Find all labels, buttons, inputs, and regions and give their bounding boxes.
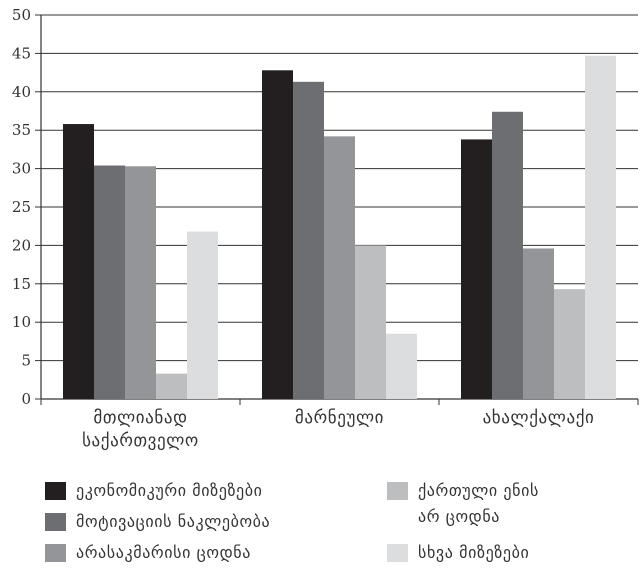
- bar: [262, 70, 293, 400]
- x-category-label: მარნეული: [295, 408, 384, 428]
- legend-item-economic: ეკონომიკური მიზეზები: [45, 478, 263, 504]
- bar: [63, 124, 94, 399]
- y-tick-label: 0: [21, 390, 31, 408]
- y-tick-label: 45: [12, 44, 31, 62]
- bar: [94, 165, 125, 399]
- bar-chart: 0 5 10 15 20 25 30 35 40 45 50 მთლიანად საქართველო მა…: [12, 6, 639, 451]
- y-tick-label: 5: [21, 352, 31, 370]
- bar: [523, 248, 554, 399]
- bar: [324, 136, 355, 399]
- legend-item-knowledge: არასაკმარისი ცოდნა: [45, 540, 251, 566]
- bar: [187, 231, 218, 399]
- bar: [355, 245, 386, 399]
- bar: [293, 81, 324, 399]
- y-tick-label: 35: [12, 121, 31, 139]
- legend-label: მოტივაციის ნაკლებობა: [76, 512, 271, 531]
- legend-item-language: ქართული ენის არ ცოდნა: [387, 478, 539, 530]
- y-tick-label: 30: [12, 160, 31, 178]
- x-category-label: მთლიანად: [93, 408, 187, 428]
- y-tick-label: 25: [12, 198, 31, 216]
- bar: [125, 166, 156, 399]
- legend-item-motivation: მოტივაციის ნაკლებობა: [45, 509, 270, 535]
- legend-swatch: [45, 513, 66, 531]
- legend-label: ეკონომიკური მიზეზები: [76, 481, 263, 500]
- legend-label: სხვა მიზეზები: [418, 543, 530, 562]
- bar: [386, 333, 417, 399]
- legend-label: არასაკმარისი ცოდნა: [76, 543, 251, 562]
- legend-item-other: სხვა მიზეზები: [387, 540, 529, 566]
- bar: [461, 139, 492, 399]
- x-category-label: საქართველო: [82, 431, 199, 451]
- y-tick-label: 50: [12, 6, 31, 24]
- bar: [492, 111, 523, 399]
- x-category-label: ახალქალაქი: [483, 408, 595, 428]
- legend-swatch: [45, 482, 66, 500]
- legend-label: ქართული ენის არ ცოდნა: [418, 481, 539, 526]
- bar: [585, 55, 616, 399]
- y-tick-label: 20: [12, 236, 31, 254]
- legend-swatch: [45, 544, 66, 562]
- legend-swatch: [387, 482, 408, 500]
- y-tick-label: 15: [12, 275, 31, 293]
- y-tick-label: 10: [12, 313, 31, 331]
- bar: [554, 289, 585, 399]
- legend-swatch: [387, 544, 408, 562]
- bar: [156, 373, 187, 399]
- legend: ეკონომიკური მიზეზები მოტივაციის ნაკლებობ…: [45, 478, 635, 568]
- y-tick-label: 40: [12, 83, 31, 101]
